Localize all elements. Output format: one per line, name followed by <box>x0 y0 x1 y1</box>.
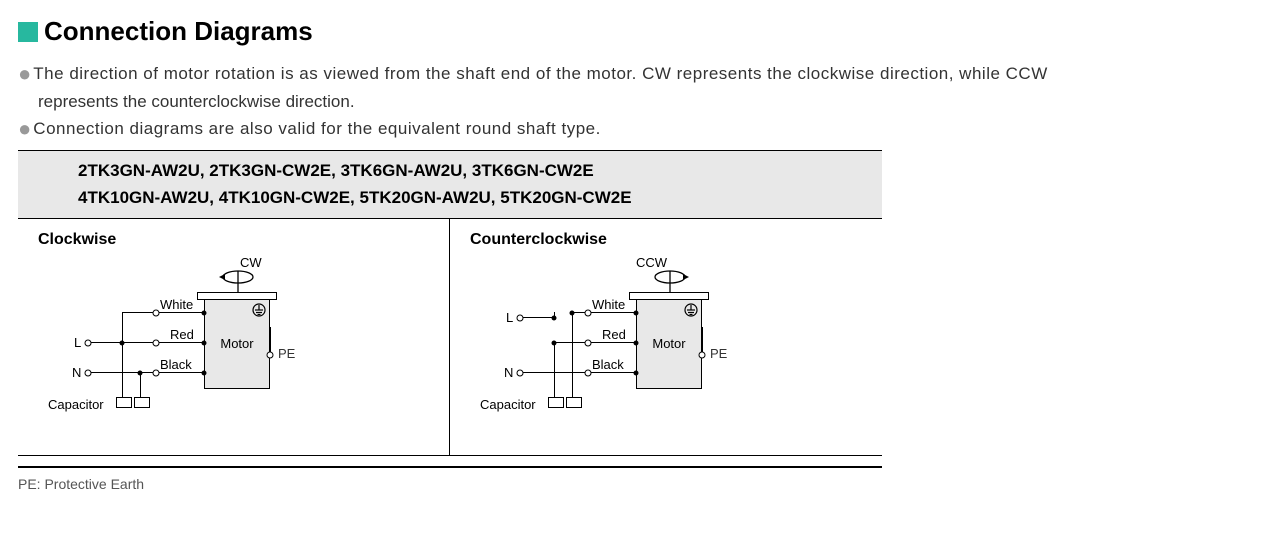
capacitor-box <box>566 397 582 408</box>
rotation-arrow-icon <box>648 261 692 295</box>
note-text-1b: represents the counterclockwise directio… <box>18 89 1262 115</box>
motor-label: Motor <box>652 336 685 351</box>
cw-title: Clockwise <box>38 231 429 249</box>
accent-square-icon <box>18 22 38 42</box>
wire-red-label: Red <box>170 327 194 342</box>
pe-label: PE <box>710 346 727 361</box>
bullet-icon: ● <box>18 116 31 142</box>
ccw-diagram-col: Counterclockwise CCW Motor White <box>450 219 882 455</box>
cw-circuit: CW Motor White <box>48 257 428 427</box>
models-row-1: 2TK3GN-AW2U, 2TK3GN-CW2E, 3TK6GN-AW2U, 3… <box>78 157 822 184</box>
model-list-header: 2TK3GN-AW2U, 2TK3GN-CW2E, 3TK6GN-AW2U, 3… <box>18 150 882 218</box>
diagrams-container: Clockwise CW Motor Whit <box>18 219 882 456</box>
cw-diagram-col: Clockwise CW Motor Whit <box>18 219 450 455</box>
rotation-arrow-icon <box>216 261 260 295</box>
capacitor-box <box>548 397 564 408</box>
wire-white-label: White <box>160 297 193 312</box>
ccw-title: Counterclockwise <box>470 231 862 249</box>
wire-white-label: White <box>592 297 625 312</box>
terminal-l-label: L <box>74 335 81 350</box>
note-text-2: Connection diagrams are also valid for t… <box>33 116 1262 142</box>
pe-label: PE <box>278 346 295 361</box>
section-title-row: Connection Diagrams <box>18 16 1262 47</box>
capacitor-box <box>134 397 150 408</box>
capacitor-box <box>116 397 132 408</box>
capacitor-label: Capacitor <box>480 397 536 412</box>
terminal-n-label: N <box>504 365 513 380</box>
pe-footnote: PE: Protective Earth <box>18 468 1262 492</box>
bullet-icon: ● <box>18 61 31 87</box>
note-text-1a: The direction of motor rotation is as vi… <box>33 61 1262 87</box>
note-line-2: ● Connection diagrams are also valid for… <box>18 116 1262 142</box>
wire-black-label: Black <box>592 357 624 372</box>
ccw-circuit: CCW Motor White <box>480 257 860 427</box>
capacitor-label: Capacitor <box>48 397 104 412</box>
wire-red-label: Red <box>602 327 626 342</box>
wire-black-label: Black <box>160 357 192 372</box>
motor-label: Motor <box>220 336 253 351</box>
section-title: Connection Diagrams <box>44 16 313 47</box>
ground-icon <box>252 303 268 324</box>
terminal-n-label: N <box>72 365 81 380</box>
terminal-l-label: L <box>506 310 513 325</box>
footer-divider <box>18 456 882 468</box>
note-line-1: ● The direction of motor rotation is as … <box>18 61 1262 87</box>
models-row-2: 4TK10GN-AW2U, 4TK10GN-CW2E, 5TK20GN-AW2U… <box>78 184 822 211</box>
ground-icon <box>684 303 700 324</box>
